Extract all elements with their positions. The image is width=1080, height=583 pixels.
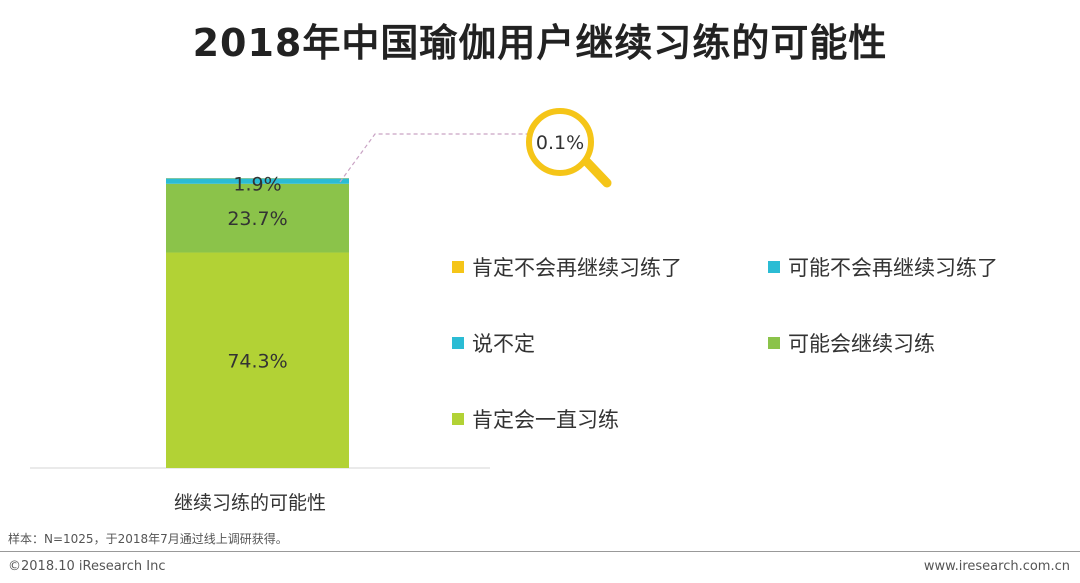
legend-label: 肯定会一直习练 xyxy=(472,408,619,432)
legend-item-probably-not: 可能不会再继续习练了 xyxy=(768,252,998,282)
bar-segments xyxy=(166,178,349,468)
legend-swatch xyxy=(768,337,780,349)
legend-item-probably: 可能会继续习练 xyxy=(768,328,935,358)
bar-segment-label-1: 23.7% xyxy=(227,208,287,230)
chart-title: 2018年中国瑜伽用户继续习练的可能性 xyxy=(192,21,888,65)
copyright-text: ©2018.10 iResearch Inc xyxy=(8,559,166,574)
magnifier-ring xyxy=(526,108,594,176)
legend-swatch xyxy=(452,261,464,273)
legend-item-definitely-not: 肯定不会再继续习练了 xyxy=(452,252,682,282)
x-category-label: 继续习练的可能性 xyxy=(173,492,326,514)
magnifier-handle xyxy=(582,157,612,188)
legend-item-unsure: 说不定 xyxy=(452,328,535,358)
callout: 0.1% xyxy=(339,108,612,188)
legend-swatch xyxy=(452,413,464,425)
bar-segment-labels: 74.3% 23.7% 1.9% xyxy=(227,173,287,372)
bar-segment-1 xyxy=(166,183,349,253)
bar-segment-label-0: 74.3% xyxy=(227,350,287,372)
legend-label: 肯定不会再继续习练了 xyxy=(472,256,682,280)
website-text: www.iresearch.com.cn xyxy=(923,559,1070,574)
legend-item-always: 肯定会一直习练 xyxy=(452,404,619,434)
sample-footnote: 样本：N=1025，于2018年7月通过线上调研获得。 xyxy=(8,532,288,546)
bar-segment-0 xyxy=(166,252,349,468)
callout-leader-line xyxy=(339,133,528,183)
bar-segment-2 xyxy=(166,178,349,184)
legend-label: 可能不会再继续习练了 xyxy=(788,256,998,280)
bar-segment-label-2: 1.9% xyxy=(233,173,281,195)
callout-value-label: 0.1% xyxy=(536,132,584,154)
legend-label: 可能会继续习练 xyxy=(788,332,935,356)
footer-divider xyxy=(0,551,1080,552)
legend-label: 说不定 xyxy=(472,332,535,356)
legend-swatch xyxy=(452,337,464,349)
legend-swatch xyxy=(768,261,780,273)
